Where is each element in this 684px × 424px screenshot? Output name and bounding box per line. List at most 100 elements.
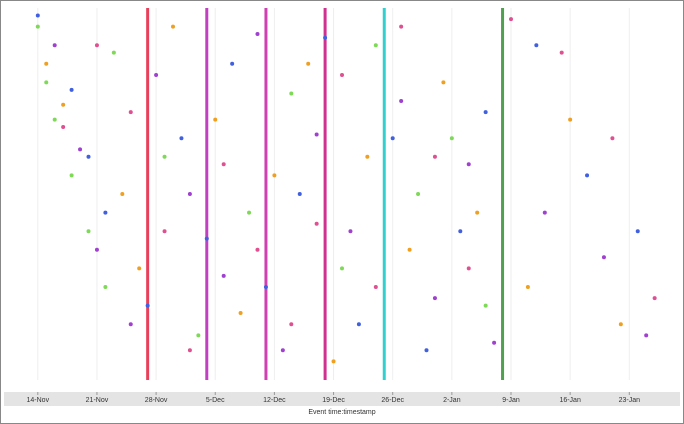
x-tick-label: 21-Nov — [86, 397, 109, 404]
event-point — [365, 154, 370, 159]
x-axis-band — [4, 392, 680, 406]
x-tick-label: 2-Jan — [443, 397, 461, 404]
event-point — [407, 247, 412, 252]
event-point — [458, 229, 463, 234]
event-point — [585, 173, 590, 178]
event-point — [297, 192, 302, 196]
event-point — [255, 32, 260, 37]
event-point — [475, 210, 480, 215]
event-point — [44, 61, 49, 66]
event-point — [449, 136, 454, 141]
event-point — [644, 333, 649, 338]
event-point — [314, 221, 319, 226]
event-point — [390, 136, 395, 141]
event-point — [255, 247, 260, 252]
event-point — [213, 117, 218, 122]
event-point — [154, 72, 159, 77]
event-point — [340, 72, 344, 77]
event-point — [162, 154, 167, 159]
x-tick-label: 23-Jan — [619, 397, 641, 404]
event-point — [69, 173, 74, 178]
event-point — [534, 43, 539, 48]
event-point — [52, 43, 57, 48]
event-point — [399, 99, 404, 103]
event-point — [509, 17, 513, 22]
x-tick-label: 16-Jan — [559, 397, 581, 404]
event-point — [280, 348, 285, 353]
x-tick-label: 12-Dec — [263, 397, 286, 404]
event-point — [196, 333, 201, 338]
event-point — [86, 229, 91, 234]
event-point — [94, 43, 99, 48]
event-point — [568, 117, 573, 122]
event-point — [610, 136, 615, 141]
event-point — [306, 61, 311, 66]
event-point — [247, 210, 252, 215]
event-point — [601, 255, 606, 260]
event-point — [289, 322, 294, 327]
x-tick-label: 14-Nov — [27, 397, 50, 404]
x-tick-label: 26-Dec — [381, 397, 404, 404]
event-point — [128, 322, 133, 327]
event-point — [145, 303, 150, 308]
event-point — [492, 340, 497, 345]
event-point — [432, 154, 437, 159]
event-point — [78, 147, 83, 152]
event-point — [69, 87, 74, 92]
event-point — [483, 110, 488, 115]
event-point — [103, 285, 108, 289]
event-point — [52, 117, 57, 122]
event-point — [35, 13, 40, 18]
event-point — [483, 303, 488, 308]
event-point — [441, 80, 446, 85]
event-point — [44, 80, 49, 85]
event-point — [61, 102, 66, 107]
event-point — [111, 50, 116, 55]
event-point — [137, 266, 142, 271]
event-point — [61, 125, 66, 130]
event-point — [171, 24, 175, 29]
event-point — [323, 35, 328, 40]
x-axis-label: Event time:timestamp — [308, 409, 375, 416]
event-point — [86, 154, 91, 159]
event-point — [424, 348, 429, 353]
event-point — [35, 24, 40, 29]
event-point — [466, 162, 471, 167]
event-point — [179, 136, 184, 141]
event-point — [618, 322, 623, 327]
x-tick-label: 19-Dec — [322, 397, 345, 404]
event-point — [416, 192, 421, 196]
x-tick-label: 5-Dec — [206, 397, 225, 404]
event-point — [187, 192, 192, 196]
event-point — [263, 285, 268, 289]
event-point — [525, 285, 530, 289]
event-point — [348, 229, 353, 234]
event-point — [542, 210, 547, 215]
event-point — [373, 43, 378, 48]
event-point — [373, 285, 378, 289]
event-point — [331, 359, 336, 364]
event-point — [187, 348, 192, 353]
event-point — [314, 132, 319, 137]
event-point — [432, 296, 437, 301]
event-point — [356, 322, 361, 327]
event-point — [94, 247, 99, 252]
event-point — [120, 192, 125, 196]
event-point — [221, 273, 226, 278]
event-point — [128, 110, 133, 115]
event-point — [204, 236, 209, 241]
event-point — [162, 229, 167, 234]
event-point — [559, 50, 564, 55]
event-point — [289, 91, 294, 96]
event-point — [399, 24, 404, 29]
event-point — [652, 296, 657, 301]
event-point — [340, 266, 344, 271]
event-point — [466, 266, 471, 271]
x-tick-label: 28-Nov — [145, 397, 168, 404]
event-point — [635, 229, 640, 234]
event-point — [272, 173, 277, 178]
event-point — [103, 210, 108, 215]
event-point — [221, 162, 226, 167]
